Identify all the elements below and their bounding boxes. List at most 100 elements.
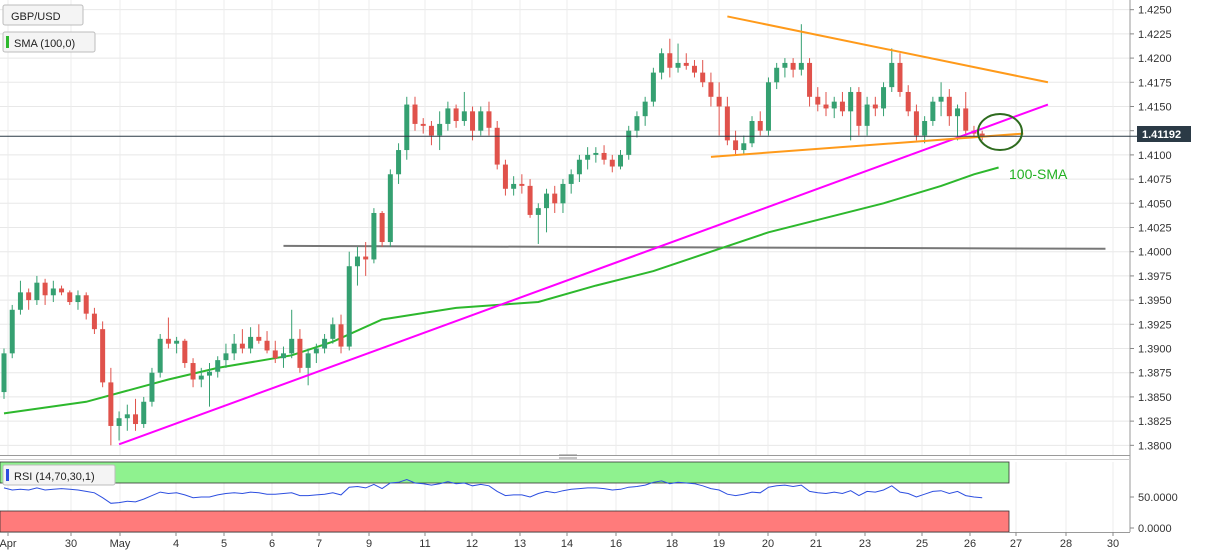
- candle-body: [864, 104, 870, 126]
- candle-body: [83, 295, 89, 314]
- candle: [815, 87, 821, 112]
- candle: [420, 118, 426, 134]
- x-tick-label: 23: [859, 538, 871, 550]
- y-tick-label: 1.4250: [1138, 5, 1172, 17]
- horizontal-level-line: [283, 244, 1106, 250]
- candle-body: [207, 371, 212, 376]
- candle-body: [576, 159, 582, 175]
- grip-handle-icon[interactable]: [557, 453, 579, 460]
- rsi-series-line: [3, 478, 983, 504]
- candle-body: [889, 62, 895, 88]
- candle: [568, 169, 574, 194]
- chart-overlay: [0, 113, 1137, 151]
- candle-body: [618, 154, 623, 167]
- candle: [930, 96, 936, 126]
- candle: [765, 77, 771, 136]
- candle: [9, 304, 15, 359]
- candle-body: [486, 111, 492, 128]
- candle: [59, 285, 65, 296]
- x-tick-label: 27: [1010, 538, 1022, 550]
- candle: [322, 333, 328, 354]
- candle-body: [149, 372, 155, 402]
- candle-body: [453, 108, 459, 122]
- candle-body: [568, 174, 574, 184]
- x-tick-label: 11: [419, 538, 430, 550]
- y-tick-label: 1.3825: [1138, 416, 1172, 428]
- candle: [757, 111, 763, 136]
- candle-body: [560, 183, 566, 204]
- current-price-badge: [1137, 126, 1191, 142]
- candle: [601, 145, 607, 165]
- candle-body: [979, 133, 985, 137]
- candle-body: [535, 208, 541, 215]
- candle-body: [724, 106, 730, 141]
- y-tick-label: 1.4025: [1138, 223, 1172, 235]
- y-tick-label: 1.3800: [1138, 440, 1172, 452]
- candle: [100, 321, 106, 388]
- candle: [922, 116, 928, 144]
- candle-body: [248, 336, 254, 349]
- candle: [330, 317, 336, 344]
- symbol-badge[interactable]: [2, 4, 84, 26]
- candle: [593, 147, 599, 163]
- candle-body: [280, 353, 286, 359]
- y-tick-label: 1.3850: [1138, 392, 1172, 404]
- candle: [26, 288, 32, 310]
- candle-body: [108, 382, 114, 426]
- candle-body: [634, 116, 640, 131]
- candle-body: [313, 348, 319, 354]
- rsi-badge[interactable]: [2, 464, 116, 486]
- x-tick-label: 18: [666, 538, 678, 550]
- candle: [141, 396, 147, 428]
- candle: [675, 43, 681, 73]
- candle: [774, 62, 780, 90]
- candle-body: [716, 96, 722, 107]
- rsi-tick-label: 50.0000: [1138, 492, 1178, 504]
- x-tick-label: 12: [466, 538, 478, 550]
- x-tick-label: 4: [173, 538, 179, 550]
- candle: [280, 346, 286, 368]
- candle: [905, 85, 911, 117]
- candle-body: [922, 121, 928, 136]
- candle-body: [963, 108, 969, 131]
- candle-body: [659, 53, 665, 73]
- candle: [272, 340, 278, 364]
- x-tick-label: 6: [269, 538, 275, 550]
- candle: [798, 24, 804, 76]
- candle: [223, 343, 229, 368]
- indicator-badge[interactable]: [2, 31, 96, 53]
- x-tick-label: 30: [65, 538, 77, 550]
- highlight-circle: [977, 113, 1023, 151]
- candle: [207, 363, 212, 407]
- candle: [749, 116, 755, 148]
- candle-body: [330, 324, 336, 339]
- candle: [511, 176, 517, 196]
- candle-body: [346, 266, 352, 347]
- candle-body: [897, 62, 903, 92]
- candle-body: [231, 343, 237, 354]
- candle-body: [913, 111, 919, 136]
- candle-body: [9, 309, 15, 354]
- candle: [691, 60, 697, 78]
- candle: [437, 111, 443, 151]
- y-tick-label: 1.4150: [1138, 101, 1172, 113]
- candle: [371, 208, 377, 264]
- candle: [305, 348, 311, 386]
- candle-body: [165, 338, 171, 344]
- y-tick-label: 1.4175: [1138, 77, 1172, 89]
- current-price-label: 1.41192: [1142, 129, 1181, 141]
- candle: [881, 82, 887, 117]
- candle: [428, 121, 434, 146]
- candle-body: [428, 125, 434, 136]
- indicator-color-swatch: [6, 36, 9, 48]
- candle-body: [478, 111, 484, 131]
- candle-body: [708, 82, 714, 97]
- x-tick-label: 9: [366, 538, 372, 550]
- candle-body: [905, 91, 911, 112]
- candle: [807, 58, 813, 107]
- candle: [67, 290, 73, 305]
- candle-body: [289, 338, 295, 354]
- candle: [667, 38, 673, 78]
- candle-body: [757, 121, 763, 131]
